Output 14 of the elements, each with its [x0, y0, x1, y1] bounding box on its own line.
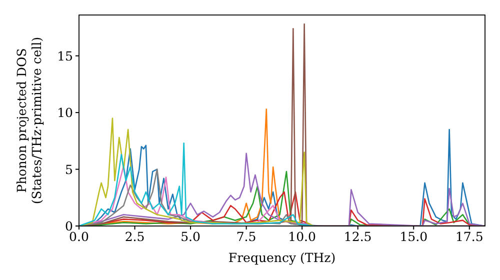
- line-series: [79, 142, 314, 226]
- y-tick-label: 5: [65, 162, 73, 177]
- x-tick-label: 10.0: [288, 229, 316, 244]
- x-tick-label: 15.0: [400, 229, 428, 244]
- y-tick-label: 15: [57, 48, 73, 64]
- x-tick-label: 7.5: [236, 229, 256, 244]
- x-tick-label: 17.5: [455, 229, 484, 244]
- x-tick-label: 2.5: [124, 229, 145, 244]
- x-tick-label: 5.0: [180, 229, 201, 244]
- x-tick-label: 0.0: [69, 229, 89, 244]
- x-tick-label: 12.5: [344, 229, 372, 244]
- y-tick-label: 10: [57, 105, 74, 120]
- x-axis-title: Frequency (THz): [228, 250, 336, 265]
- y-axis-title: Phonon projected DOS (States/THz·primitive cell): [14, 36, 44, 204]
